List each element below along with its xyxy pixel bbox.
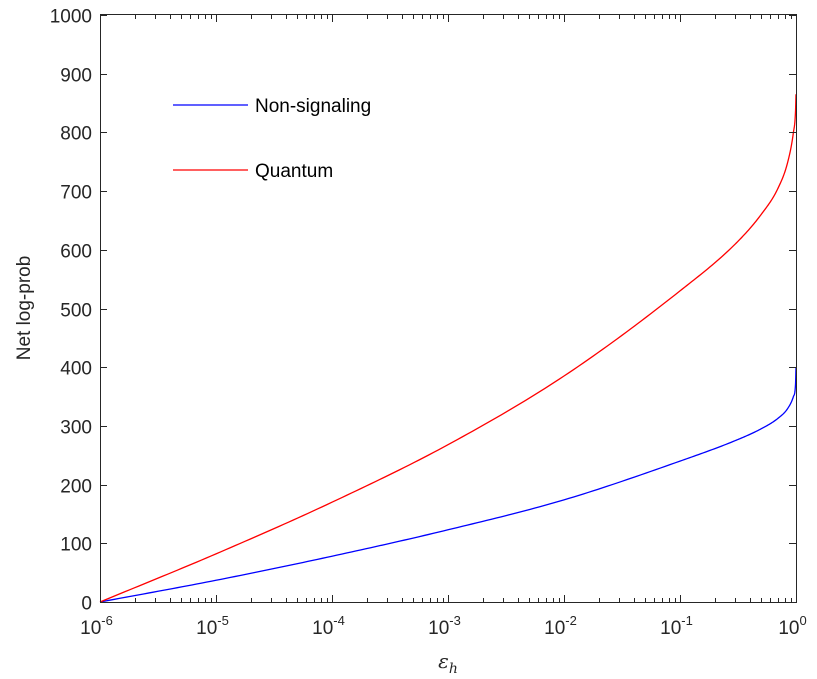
x-tick-label: 100 bbox=[778, 613, 806, 639]
y-tick-label: 900 bbox=[60, 66, 92, 87]
x-tick-label-exponent: -5 bbox=[217, 613, 229, 628]
x-axis: 10-6 10-5 10-4 10-3 10-2 10-1 100 bbox=[80, 15, 807, 639]
legend-label-non-signaling: Non-signaling bbox=[255, 96, 371, 117]
legend: Non-signaling Quantum bbox=[173, 96, 371, 182]
x-tick-label-exponent: -6 bbox=[101, 613, 113, 628]
axes-frame bbox=[100, 14, 797, 603]
x-tick-label-base: 10 bbox=[660, 618, 681, 639]
x-tick-label-base: 10 bbox=[544, 618, 565, 639]
series-line-non-signaling bbox=[99, 367, 797, 603]
x-tick-label-exponent: -3 bbox=[449, 613, 461, 628]
x-tick-label-base: 10 bbox=[428, 618, 449, 639]
x-tick-label-exponent: -2 bbox=[565, 613, 577, 628]
x-tick-label-base: 10 bbox=[196, 618, 217, 639]
legend-label-quantum: Quantum bbox=[255, 161, 333, 182]
y-tick-label: 300 bbox=[60, 418, 92, 439]
x-tick-label-base: 10 bbox=[778, 618, 799, 639]
x-axis-label-subscript: h bbox=[449, 661, 458, 677]
x-tick-label: 10-3 bbox=[428, 613, 461, 639]
y-axis-label: Net log-prob bbox=[14, 256, 35, 361]
y-tick-label: 200 bbox=[60, 477, 92, 498]
x-axis-label-symbol: ε bbox=[438, 649, 449, 673]
y-tick-label: 700 bbox=[60, 183, 92, 204]
x-tick-label: 10-6 bbox=[80, 613, 113, 639]
x-tick-label-base: 10 bbox=[80, 618, 101, 639]
x-tick-label: 10-4 bbox=[312, 613, 345, 639]
y-tick-label: 800 bbox=[60, 124, 92, 145]
x-tick-label: 10-5 bbox=[196, 613, 229, 639]
y-tick-label: 1000 bbox=[50, 7, 92, 28]
y-tick-label: 400 bbox=[60, 359, 92, 380]
x-tick-label-exponent: 0 bbox=[799, 613, 806, 628]
y-tick-label: 100 bbox=[60, 535, 92, 556]
y-tick-label: 0 bbox=[81, 594, 92, 615]
x-tick-label: 10-2 bbox=[544, 613, 577, 639]
y-tick-label: 500 bbox=[60, 301, 92, 322]
x-tick-label: 10-1 bbox=[660, 613, 693, 639]
x-tick-label-base: 10 bbox=[312, 618, 333, 639]
y-axis: 0 100 200 300 400 500 600 700 800 900 1000 bbox=[50, 7, 796, 615]
x-axis-label: εh bbox=[438, 649, 458, 677]
x-tick-label-exponent: -4 bbox=[333, 613, 345, 628]
y-tick-label: 600 bbox=[60, 242, 92, 263]
x-tick-label-exponent: -1 bbox=[681, 613, 693, 628]
